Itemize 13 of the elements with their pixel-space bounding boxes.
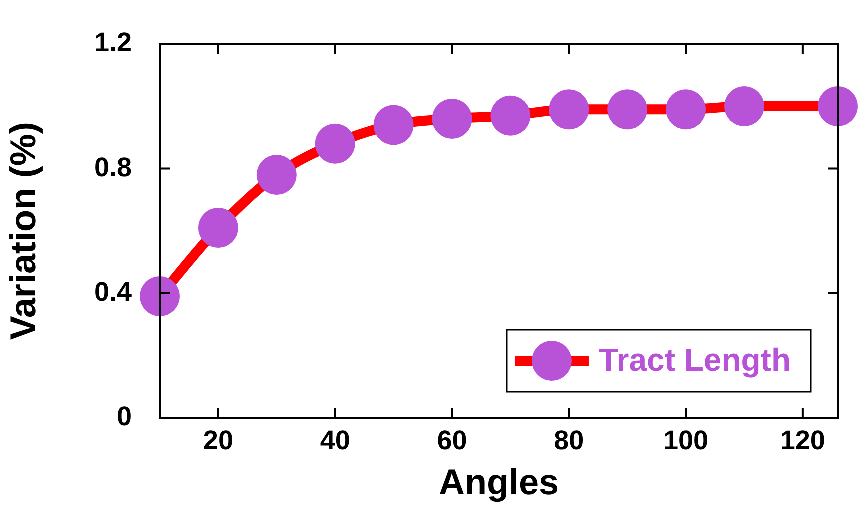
x-tick-label: 100 <box>664 426 709 456</box>
x-tick-label: 80 <box>554 426 584 456</box>
y-tick-label: 0.4 <box>94 276 132 307</box>
y-axis-title: Variation (%) <box>2 122 44 340</box>
x-tick-label: 20 <box>203 426 234 456</box>
y-tick-label: 0 <box>116 401 132 432</box>
x-tick-label: 40 <box>320 426 350 456</box>
x-tick-label: 120 <box>780 426 826 456</box>
y-tick-label: 1.2 <box>94 28 132 58</box>
legend-label: Tract Length <box>598 342 791 378</box>
x-axis-title: Angles <box>438 461 560 502</box>
y-tick-label: 0.8 <box>94 152 132 182</box>
x-tick-label: 60 <box>437 426 468 456</box>
